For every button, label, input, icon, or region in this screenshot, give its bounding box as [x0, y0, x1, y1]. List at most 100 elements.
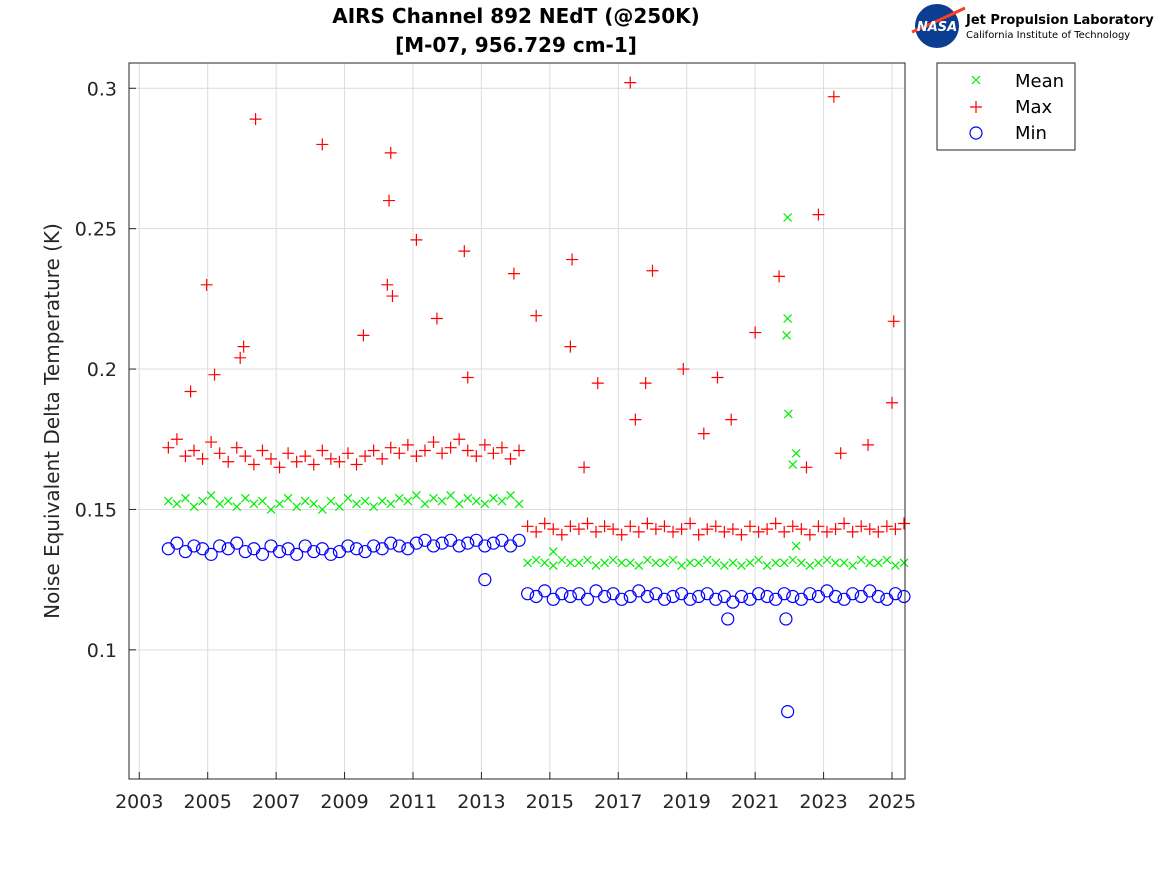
max-point — [897, 517, 910, 530]
min-point — [760, 589, 774, 604]
max-point — [649, 523, 662, 536]
legend-item-mean: Mean — [971, 71, 1064, 92]
min-point — [495, 533, 509, 547]
max-point — [410, 233, 423, 246]
min-point — [170, 536, 184, 550]
min-point — [563, 589, 577, 604]
min-point — [700, 587, 714, 601]
max-point — [359, 450, 372, 463]
max-point — [820, 525, 833, 538]
max-point — [829, 523, 842, 536]
mean-point — [668, 555, 678, 565]
max-point — [646, 264, 659, 277]
legend: Mean Max Min — [936, 62, 1076, 151]
mean-point — [437, 496, 447, 506]
y-tick-label: 0.2 — [87, 359, 117, 381]
mean-point — [446, 490, 456, 500]
mean-point — [782, 330, 792, 340]
min-point — [444, 533, 458, 547]
max-point — [324, 452, 337, 465]
min-point — [529, 589, 543, 604]
max-point — [632, 525, 645, 538]
mean-point — [334, 502, 344, 512]
mean-point — [783, 409, 793, 419]
mean-point — [565, 558, 575, 568]
mean-point — [865, 558, 875, 568]
max-point — [461, 444, 474, 457]
max-point — [555, 528, 568, 541]
max-point — [786, 520, 799, 533]
min-point — [837, 592, 851, 606]
max-point — [256, 444, 269, 457]
mean-point — [822, 555, 832, 565]
nasa-logo-text: NASA — [917, 20, 957, 35]
max-point — [838, 517, 851, 530]
max-point — [749, 326, 762, 339]
min-point — [863, 584, 877, 598]
min-point — [187, 539, 201, 553]
min-point — [461, 536, 475, 550]
series-max — [162, 76, 910, 541]
mean-point — [189, 502, 199, 512]
max-point — [709, 520, 722, 533]
max-point — [386, 290, 399, 303]
min-point — [538, 584, 552, 598]
max-point — [692, 528, 705, 541]
max-point — [889, 523, 902, 536]
min-point — [615, 592, 629, 606]
max-point — [885, 396, 898, 409]
max-point — [410, 450, 423, 463]
x-tick-label: 2009 — [320, 791, 368, 813]
max-point — [726, 523, 739, 536]
min-point — [315, 542, 329, 556]
mean-point — [309, 499, 319, 509]
max-point — [461, 371, 474, 384]
min-point — [358, 544, 372, 559]
max-point — [530, 525, 543, 538]
max-point — [725, 413, 738, 426]
max-point — [578, 461, 591, 474]
max-point — [778, 525, 791, 538]
max-point — [307, 458, 320, 471]
max-point — [564, 340, 577, 353]
mean-point — [369, 502, 379, 512]
max-point — [880, 520, 893, 533]
mean-point — [360, 496, 370, 506]
min-point — [794, 592, 808, 606]
mean-point — [240, 493, 250, 503]
mean-point — [642, 555, 652, 565]
min-point — [307, 544, 321, 559]
mean-point — [215, 499, 225, 509]
min-point — [486, 536, 500, 550]
max-point — [188, 444, 201, 457]
max-point — [470, 450, 483, 463]
max-point — [381, 278, 394, 291]
y-axis-label: Noise Equivalent Delta Temperature (K) — [40, 223, 64, 619]
max-point — [273, 461, 286, 474]
mean-point — [882, 555, 892, 565]
min-point — [367, 539, 381, 553]
max-point — [247, 458, 260, 471]
x-axis: 2003 2005 2007 2009 2011 2013 2015 2017 2019 2021… — [115, 772, 916, 813]
mean-point — [791, 541, 801, 551]
min-point — [418, 533, 432, 547]
min-point — [734, 589, 749, 604]
max-point — [383, 194, 396, 207]
min-point — [469, 533, 483, 547]
x-tick-label: 2013 — [457, 791, 505, 813]
x-tick-label: 2007 — [252, 791, 300, 813]
max-point — [667, 525, 680, 538]
mean-point — [788, 555, 798, 565]
mean-point — [634, 561, 644, 571]
min-point — [238, 544, 252, 559]
max-point — [639, 377, 652, 390]
mean-point — [540, 558, 550, 568]
y-axis: 0.1 0.15 0.2 0.25 0.3 — [75, 78, 136, 662]
mean-point — [548, 561, 558, 571]
max-point — [711, 371, 724, 384]
max-point — [887, 315, 900, 328]
mean-point — [848, 561, 858, 571]
x-tick-label: 2025 — [868, 791, 916, 813]
max-point — [184, 385, 197, 398]
